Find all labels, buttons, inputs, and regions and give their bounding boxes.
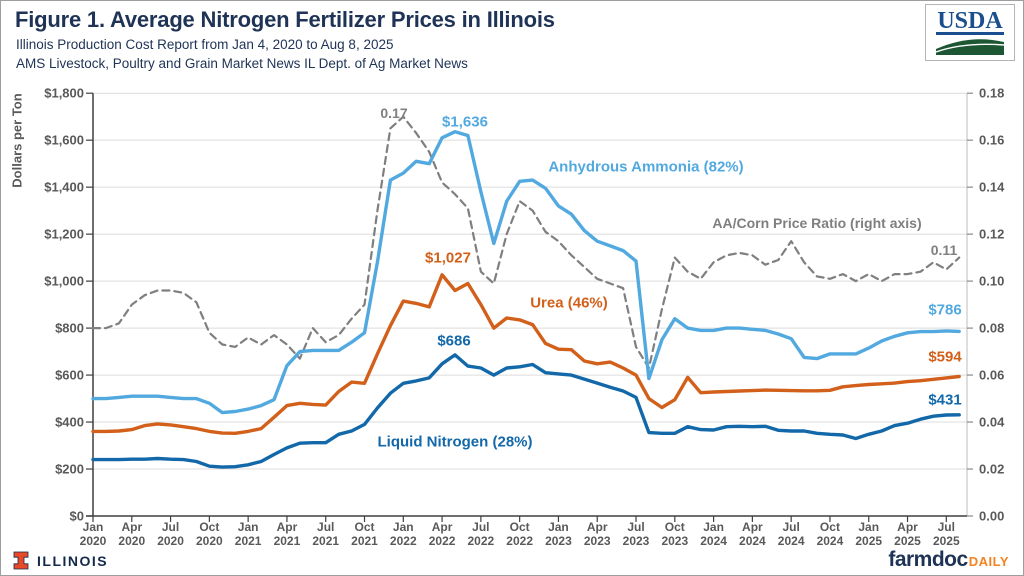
series-line-liquid-nitrogen (91, 353, 961, 469)
series-line-anhydrous-ammonia (91, 129, 961, 415)
illinois-wordmark: ILLINOIS (37, 552, 109, 569)
daily-wordmark: DAILY (968, 554, 1009, 569)
figure-subtitle-source: Illinois Production Cost Report from Jan… (16, 37, 394, 52)
usda-logo-text: USDA (936, 7, 1004, 36)
farmdoc-wordmark: farmdoc (888, 548, 968, 571)
figure-subtitle-agency: AMS Livestock, Poultry and Grain Market … (16, 56, 468, 71)
series-line-ratio (91, 115, 961, 370)
usda-logo: USDA (925, 4, 1015, 61)
illinois-block-i-icon (13, 551, 29, 570)
series-line-urea (91, 273, 961, 435)
farmdoc-daily-logo: farmdoc DAILY (888, 548, 1009, 572)
figure-title: Figure 1. Average Nitrogen Fertilizer Pr… (15, 7, 555, 32)
university-of-illinois-logo: ILLINOIS (13, 551, 108, 570)
usda-field-icon (936, 39, 1004, 56)
